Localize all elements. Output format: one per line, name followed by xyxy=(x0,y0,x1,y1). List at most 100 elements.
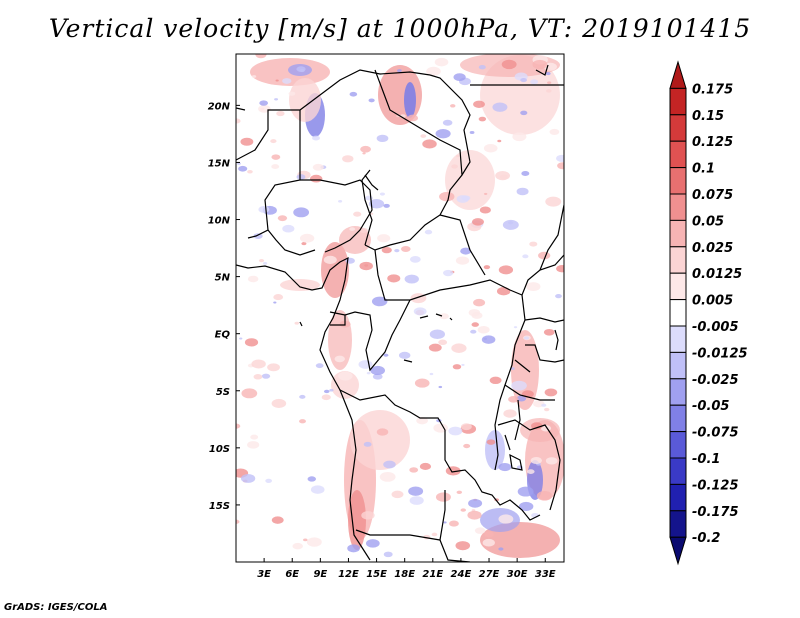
field-speck xyxy=(442,119,453,126)
field-speck xyxy=(247,441,260,449)
field-speck xyxy=(471,322,479,327)
field-speck xyxy=(258,259,265,263)
lat-label: 10S xyxy=(209,444,230,455)
field-speck xyxy=(545,457,558,465)
field-speck xyxy=(470,329,477,334)
colorbar-swatch xyxy=(669,351,687,380)
field-speck xyxy=(397,69,402,73)
field-speck xyxy=(398,351,411,359)
field-speck xyxy=(251,75,257,78)
field-speck xyxy=(484,531,494,538)
field-speck xyxy=(483,143,498,153)
field-speck xyxy=(404,274,419,284)
field-speck xyxy=(530,456,542,465)
field-speck xyxy=(323,389,330,394)
field-speck xyxy=(282,224,295,233)
field-speck xyxy=(461,195,471,201)
colorbar-label: -0.175 xyxy=(692,505,739,520)
colorbar-label: -0.125 xyxy=(692,478,739,493)
field-speck xyxy=(517,486,534,497)
field-speck xyxy=(434,57,449,67)
field-speck xyxy=(478,116,487,122)
field-speck xyxy=(420,134,427,138)
field-speck xyxy=(251,359,266,369)
field-speck xyxy=(518,501,534,511)
field-speck xyxy=(422,139,437,149)
field-speck xyxy=(334,355,346,363)
field-speck xyxy=(253,374,263,380)
field-speck xyxy=(513,326,518,329)
field-speck xyxy=(460,423,472,431)
field-speck xyxy=(438,385,443,389)
lat-label: EQ xyxy=(215,330,231,341)
field-speck xyxy=(468,309,481,317)
field-speck xyxy=(498,547,504,551)
field-speck xyxy=(238,165,248,172)
field-speck xyxy=(545,196,562,207)
field-speck xyxy=(439,313,449,320)
field-speck xyxy=(239,337,243,340)
field-speck xyxy=(409,255,421,263)
field-speck xyxy=(365,539,380,548)
field-speck xyxy=(376,428,389,436)
field-speck xyxy=(455,256,470,265)
field-speck xyxy=(557,162,564,170)
field-speck xyxy=(365,195,373,201)
field-speck xyxy=(371,296,388,307)
field-speck xyxy=(456,155,460,158)
field-speck xyxy=(379,471,396,482)
field-speck xyxy=(477,326,490,334)
field-speck xyxy=(303,538,308,542)
field-speck xyxy=(549,128,560,135)
field-speck xyxy=(276,110,285,117)
colorbar-label: 0.175 xyxy=(692,82,733,97)
field-speck xyxy=(529,241,538,247)
field-speck xyxy=(315,363,324,369)
colorbar-label: -0.075 xyxy=(692,426,739,441)
field-speck xyxy=(461,363,465,366)
field-speck xyxy=(426,66,441,76)
field-speck xyxy=(292,542,303,550)
field-speck xyxy=(265,478,273,483)
field-speck xyxy=(472,218,484,226)
field-speck xyxy=(473,100,485,108)
field-speck xyxy=(271,154,281,160)
field-speck xyxy=(512,132,527,142)
field-speck xyxy=(451,164,458,169)
field-speck xyxy=(261,373,271,379)
colorbar-label: 0.025 xyxy=(692,241,733,256)
field-speck xyxy=(481,335,496,344)
field-speck xyxy=(273,301,277,304)
field-speck xyxy=(338,199,343,203)
colorbar-swatch xyxy=(669,246,687,274)
field-speck xyxy=(556,264,564,273)
field-speck xyxy=(521,170,530,176)
field-speck xyxy=(546,89,552,93)
field-speck xyxy=(358,360,373,369)
field-speck xyxy=(543,328,555,336)
lon-label: 27E xyxy=(479,569,500,580)
longitude-axis: 3E 6E 9E 12E 15E 18E 21E 24E 27E 30E 33E xyxy=(257,558,556,580)
field-speck xyxy=(409,496,424,505)
colorbar-swatch xyxy=(669,114,687,142)
colorbar-label: 0.1 xyxy=(692,162,715,177)
field-speck xyxy=(258,104,271,113)
field-speck xyxy=(255,54,267,59)
field-speck xyxy=(483,192,488,195)
colorbar-label: 0.125 xyxy=(692,135,733,150)
field-speck xyxy=(545,72,551,76)
colorbar-swatch xyxy=(669,140,687,169)
plot-title: Vertical velocity [m/s] at 1000hPa, VT: … xyxy=(48,14,752,43)
field-speck xyxy=(244,338,259,347)
field-speck xyxy=(275,79,279,82)
field-speck xyxy=(435,492,451,502)
field-speck xyxy=(342,155,354,163)
field-speck xyxy=(294,321,300,325)
field-speck xyxy=(489,376,502,385)
colorbar-label: 0.075 xyxy=(692,188,733,203)
field-speck xyxy=(250,434,259,440)
field-speck xyxy=(536,491,553,501)
field-speck xyxy=(321,394,331,401)
field-speck xyxy=(353,211,362,217)
lat-label: 10N xyxy=(208,216,231,227)
